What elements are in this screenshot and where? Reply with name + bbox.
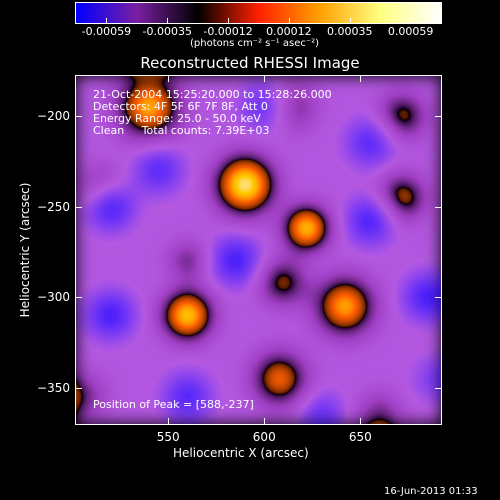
peak-position-annotation: Position of Peak = [588,-237] xyxy=(93,398,254,411)
y-axis-tick xyxy=(76,206,82,208)
colorbar-tick-label: -0.00059 xyxy=(81,25,132,38)
time-range-annotation: 21-Oct-2004 15:25:20.000 to 15:28:26.000 xyxy=(93,88,332,101)
colorbar-tick-label: -0.00035 xyxy=(142,25,192,38)
y-axis-tick xyxy=(76,297,82,299)
emission-source xyxy=(297,258,393,354)
colorbar-fill xyxy=(76,3,441,23)
detectors-annotation: Detectors: 4F 5F 6F 7F 8F, Att 0 xyxy=(93,100,268,113)
x-axis-tick xyxy=(168,418,170,424)
emission-source xyxy=(147,275,228,356)
x-tick-label: 600 xyxy=(252,430,276,444)
colorbar-tick xyxy=(288,18,290,23)
x-axis-tick xyxy=(360,418,362,424)
plot-area: 21-Oct-2004 15:25:20.000 to 15:28:26.000… xyxy=(75,75,442,425)
emission-source xyxy=(346,382,413,424)
x-axis-label: Heliocentric X (arcsec) xyxy=(173,446,309,460)
colorbar-tick xyxy=(410,18,412,23)
y-axis-tick xyxy=(435,206,441,208)
colorbar-tick-label: -0.00012 xyxy=(203,25,253,38)
x-axis-tick xyxy=(264,76,266,82)
x-axis-tick xyxy=(168,76,170,82)
negative-lobe xyxy=(333,184,407,258)
emission-source xyxy=(197,137,293,233)
x-tick-label: 650 xyxy=(348,430,372,444)
colorbar-tick xyxy=(228,18,230,23)
negative-lobe xyxy=(404,345,441,412)
colorbar-tick-label: 0.00035 xyxy=(327,25,373,38)
colorbar-unit-label: (photons cm⁻² s⁻¹ asec⁻²) xyxy=(190,38,320,49)
y-tick-label: −250 xyxy=(37,199,70,214)
negative-lobe xyxy=(391,260,441,334)
y-axis-tick xyxy=(435,387,441,389)
colorbar xyxy=(75,2,442,24)
colorbar-tick-label: 0.00059 xyxy=(387,25,434,38)
y-axis-tick xyxy=(76,115,82,117)
energy-range-annotation: Energy Range: 25.0 - 50.0 keV xyxy=(93,112,261,125)
x-axis-tick xyxy=(264,418,266,424)
y-tick-label: −300 xyxy=(37,290,70,305)
x-axis-tick xyxy=(360,76,362,82)
y-axis-tick xyxy=(435,297,441,299)
negative-lobe xyxy=(227,76,301,144)
heatmap-image xyxy=(76,76,441,424)
colorbar-gradient xyxy=(76,3,441,23)
y-axis-label: Heliocentric Y (arcsec) xyxy=(18,182,32,318)
x-tick-label: 550 xyxy=(156,430,180,444)
negative-lobe xyxy=(289,382,355,424)
negative-lobe xyxy=(333,106,407,180)
colorbar-tick xyxy=(349,18,351,23)
chart-title: Reconstructed RHESSI Image xyxy=(140,54,360,72)
y-tick-label: −350 xyxy=(37,380,70,395)
negative-lobe xyxy=(76,278,148,352)
method-annotation: Clean Total counts: 7.39E+03 xyxy=(93,124,270,137)
colorbar-tick-label: 0.00012 xyxy=(266,25,312,38)
footer-date: 16-Jun-2013 01:33 xyxy=(384,486,478,497)
negative-lobe xyxy=(150,360,224,424)
negative-lobe xyxy=(122,133,196,207)
y-tick-label: −200 xyxy=(37,108,70,123)
y-axis-tick xyxy=(76,387,82,389)
y-axis-tick xyxy=(435,115,441,117)
colorbar-tick xyxy=(106,18,108,23)
colorbar-tick xyxy=(167,18,169,23)
negative-lobe xyxy=(198,224,272,298)
emission-source xyxy=(76,360,119,424)
